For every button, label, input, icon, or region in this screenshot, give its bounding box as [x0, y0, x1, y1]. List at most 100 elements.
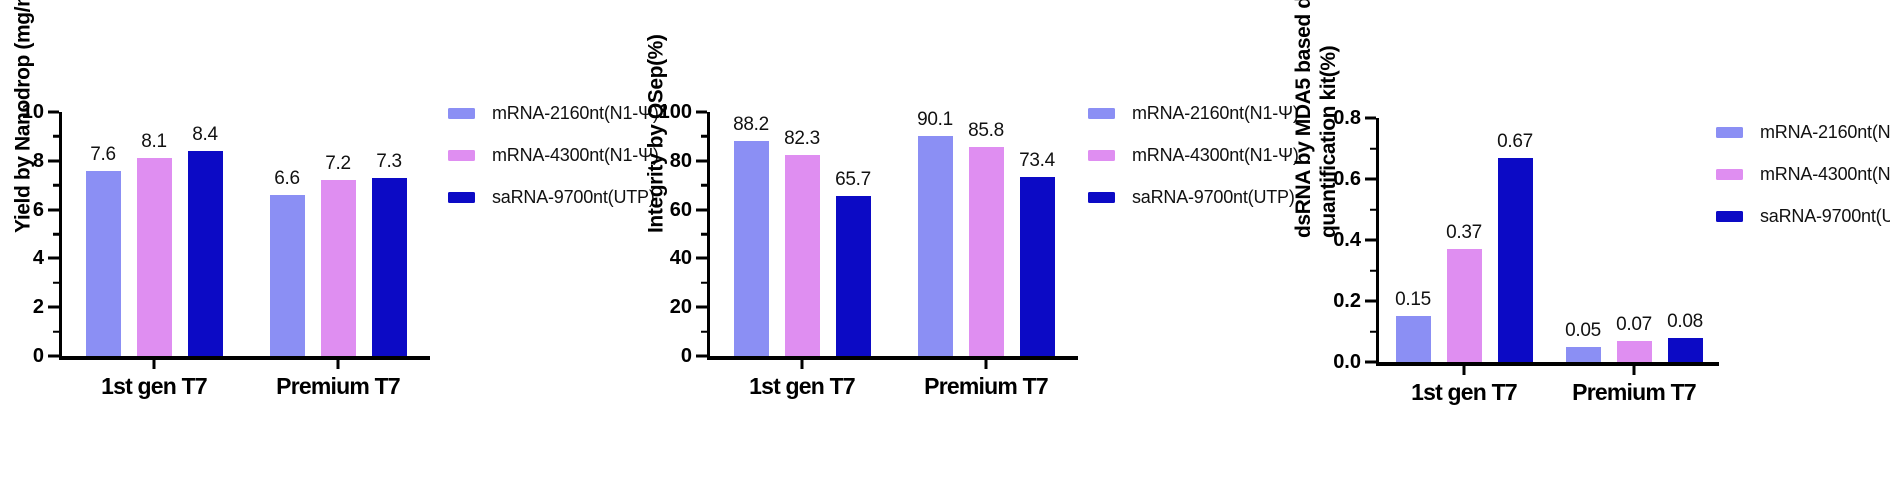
legend-item: mRNA-2160nt(N1-Ψ): [1088, 103, 1299, 124]
bar-series-3: 8.4: [187, 124, 223, 356]
bar-value-label: 0.07: [1616, 313, 1652, 335]
bar-series-2: 7.2: [320, 153, 356, 356]
legend: mRNA-2160nt(N1-Ψ) mRNA-4300nt(N1-Ψ) saRNA-…: [448, 103, 659, 208]
bar-group: 6.6 7.2 7.3: [246, 112, 430, 356]
legend-label: mRNA-4300nt(N1-Ψ): [1760, 164, 1890, 184]
x-axis-line: [58, 356, 430, 360]
legend-swatch: [1716, 169, 1743, 180]
bar-series-3: 73.4: [1019, 150, 1055, 356]
legend-swatch: [448, 108, 475, 119]
legend-item: mRNA-2160nt(N1-Ψ): [1716, 122, 1890, 143]
bar-group: 88.2 82.3 65.7: [710, 112, 894, 356]
y-major-tick: [47, 305, 59, 309]
y-major-tick: [47, 354, 59, 358]
x-category-label: 1st gen T7: [1411, 379, 1518, 405]
bar-group: 7.6 8.1 8.4: [62, 112, 246, 356]
legend-label: saRNA-9700nt(UTP): [1760, 206, 1890, 226]
y-minor-tick: [1369, 208, 1376, 211]
y-tick-label: 0.8: [1333, 107, 1361, 129]
y-major-tick: [1364, 177, 1376, 181]
y-minor-tick: [700, 183, 707, 187]
y-minor-tick: [52, 135, 59, 138]
plot-area: 0 20 40 60 80 100 88.2 82.3 65.7 1st gen T7 90.1 85…: [659, 102, 1078, 399]
y-axis-line: [706, 112, 710, 360]
bar-value-label: 8.1: [141, 131, 167, 153]
y-tick-label: 0: [680, 345, 692, 367]
bar-series-1: 90.1: [917, 109, 953, 356]
y-major-tick: [47, 208, 59, 212]
bar-group: 90.1 85.8 73.4: [894, 109, 1078, 356]
y-minor-tick: [1369, 330, 1376, 333]
bar-value-label: 0.37: [1446, 222, 1482, 244]
bar-series-3: 7.3: [371, 151, 407, 356]
legend-item: saRNA-9700nt(UTP): [1716, 206, 1890, 227]
y-minor-tick: [1369, 147, 1376, 150]
x-axis-line: [1375, 362, 1719, 366]
y-major-tick: [695, 354, 707, 358]
y-axis-line: [58, 112, 62, 360]
legend-swatch: [448, 192, 475, 203]
x-tick: [984, 359, 988, 369]
y-tick-label: 60: [669, 198, 692, 221]
bar-series-2: 82.3: [784, 128, 820, 356]
y-tick-label: 6: [32, 198, 44, 221]
bar-value-label: 7.6: [90, 143, 116, 165]
legend: mRNA-2160nt(N1-Ψ) mRNA-4300nt(N1-Ψ) saRNA-…: [1716, 122, 1890, 227]
y-tick-label: 80: [669, 149, 692, 172]
legend-label: mRNA-2160nt(N1-Ψ): [1760, 122, 1890, 142]
bar-value-label: 6.6: [274, 167, 300, 189]
y-major-tick: [1364, 360, 1376, 364]
bar-series-1: 88.2: [733, 114, 769, 356]
legend-item: mRNA-4300nt(N1-Ψ): [448, 145, 659, 166]
y-minor-tick: [52, 330, 59, 333]
bar-value-label: 65.7: [835, 168, 871, 190]
bar-group: 0.05 0.07 0.08: [1549, 118, 1719, 362]
x-category-label: Premium T7: [924, 373, 1048, 399]
legend-swatch: [1716, 127, 1743, 138]
y-tick-label: 40: [669, 247, 692, 270]
bar-value-label: 0.08: [1667, 310, 1703, 332]
y-minor-tick: [700, 330, 707, 333]
legend-item: saRNA-9700nt(UTP): [448, 187, 659, 208]
legend-label: mRNA-4300nt(N1-Ψ): [492, 145, 659, 165]
plot-area: 0 2 4 6 8 10 7.6 8.1 8.4 1st gen T7 6.6 7.2 7.3 Premi…: [22, 102, 430, 399]
chart-panel-yield-nanodrop: Yield by Nanodrop (mg/ml) 0 2 4 6 8 10 7.6 8.1 8.…: [11, 0, 659, 399]
y-minor-tick: [700, 281, 707, 285]
bar-value-label: 85.8: [968, 119, 1004, 141]
bar-value-label: 82.3: [784, 128, 820, 150]
y-tick-label: 4: [32, 247, 44, 270]
x-tick: [1632, 365, 1636, 375]
bar-series-1: 0.15: [1395, 289, 1431, 362]
x-tick: [336, 359, 340, 369]
x-tick: [800, 359, 804, 369]
y-axis-line: [1375, 118, 1379, 366]
x-axis-line: [706, 356, 1078, 360]
y-major-tick: [695, 110, 707, 114]
y-minor-tick: [52, 232, 59, 236]
legend-item: mRNA-2160nt(N1-Ψ): [448, 103, 659, 124]
legend-label: saRNA-9700nt(UTP): [492, 187, 655, 207]
bar-value-label: 73.4: [1019, 149, 1055, 171]
legend-item: saRNA-9700nt(UTP): [1088, 187, 1299, 208]
y-major-tick: [1364, 116, 1376, 120]
y-minor-tick: [700, 135, 707, 138]
y-tick-label: 0.4: [1333, 229, 1361, 251]
legend-swatch: [1088, 192, 1115, 203]
y-tick-label: 0: [32, 345, 44, 367]
y-tick-label: 2: [32, 296, 44, 319]
bar-series-1: 7.6: [85, 144, 121, 356]
bar-value-label: 90.1: [917, 109, 953, 131]
legend-swatch: [448, 150, 475, 161]
legend-label: mRNA-2160nt(N1-Ψ): [1132, 103, 1299, 123]
x-tick: [152, 359, 156, 369]
y-tick-label: 0.0: [1333, 351, 1361, 373]
y-minor-tick: [1369, 269, 1376, 272]
legend-item: mRNA-4300nt(N1-Ψ): [1088, 145, 1299, 166]
bar-value-label: 7.3: [376, 150, 402, 172]
y-major-tick: [1364, 238, 1376, 242]
legend: mRNA-2160nt(N1-Ψ) mRNA-4300nt(N1-Ψ) saRNA-…: [1088, 103, 1299, 208]
y-major-tick: [47, 159, 59, 163]
x-category-label: Premium T7: [276, 373, 400, 399]
plot-area: 0.0 0.2 0.4 0.6 0.8 0.15 0.37 0.67 1st gen T7 0.0…: [1333, 108, 1719, 405]
